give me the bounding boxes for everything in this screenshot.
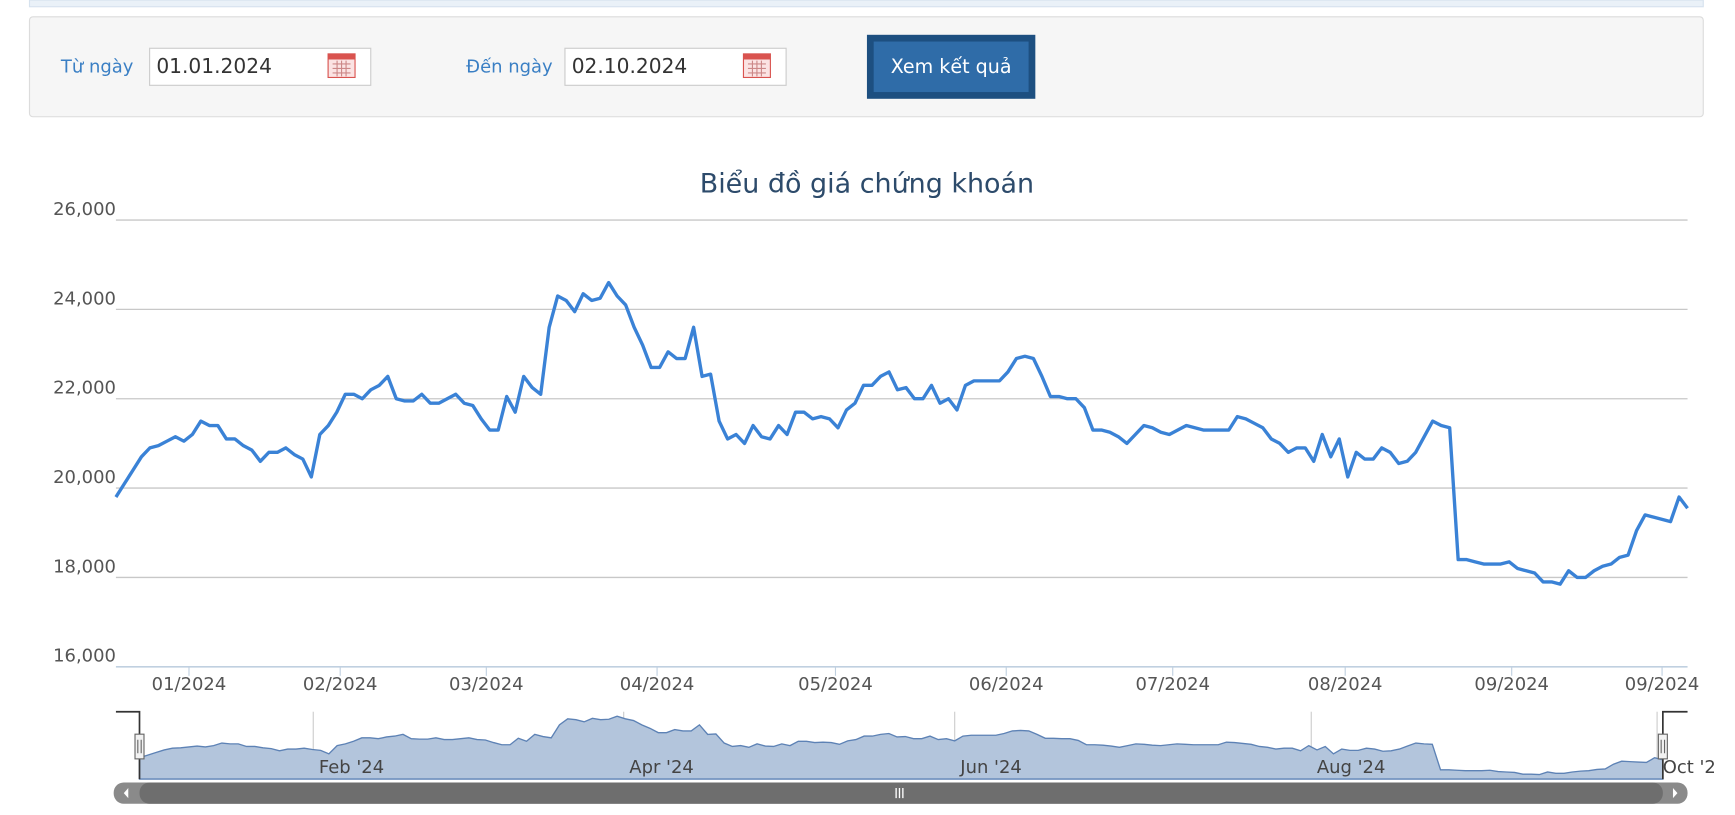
calendar-icon[interactable]: [742, 53, 771, 79]
navigator-label: Aug '24: [1317, 757, 1386, 778]
navigator-label: Feb '24: [319, 757, 384, 778]
x-tick-label: 06/2024: [969, 674, 1044, 695]
from-value: 01.01.2024: [156, 54, 272, 78]
x-tick-label: 02/2024: [303, 674, 378, 695]
x-tick-label: 01/2024: [152, 674, 227, 695]
navigator-area: [138, 715, 1664, 780]
x-tick-label: 09/2024: [1625, 674, 1700, 695]
to-label: Đến ngày: [466, 56, 553, 77]
calendar-icon[interactable]: [327, 53, 356, 79]
top-strip: [28, 0, 1704, 8]
to-value: 02.10.2024: [572, 54, 688, 78]
y-tick-label: 22,000: [53, 378, 116, 399]
plot: 16,000 18,000 20,000 22,000 24,000 26,000 01/2…: [53, 199, 1716, 804]
chart-title: Biểu đồ giá chứng khoán: [700, 169, 1034, 200]
x-tick-label: 04/2024: [620, 674, 695, 695]
x-tick-label: 05/2024: [798, 674, 873, 695]
x-tick-label: 09/2024: [1474, 674, 1549, 695]
scroll-right-arrow[interactable]: [1672, 788, 1678, 799]
x-tick-label: 08/2024: [1308, 674, 1383, 695]
scroll-left-arrow[interactable]: [123, 788, 129, 799]
form-panel: [28, 16, 1704, 118]
price-line: [114, 280, 1689, 586]
navigator-handle[interactable]: [1657, 733, 1668, 760]
y-tick-label: 16,000: [53, 646, 116, 667]
x-tick-label: 07/2024: [1135, 674, 1210, 695]
navigator-label: Jun '24: [959, 757, 1022, 778]
scrollbar-thumb[interactable]: [139, 782, 1663, 804]
handle-grip: [137, 739, 142, 754]
button-label: Xem kết quả: [891, 56, 1012, 78]
from-label: Từ ngày: [60, 56, 134, 77]
y-tick-label: 24,000: [53, 288, 116, 309]
navigator-label: Oct '2: [1663, 757, 1716, 778]
scrollbar-grip: [895, 788, 904, 799]
y-tick-label: 18,000: [53, 556, 116, 577]
navigator-handle[interactable]: [134, 733, 145, 760]
y-tick-label: 20,000: [53, 467, 116, 488]
y-tick-label: 26,000: [53, 199, 116, 220]
button[interactable]: [873, 41, 1029, 93]
handle-grip: [1660, 739, 1666, 754]
navigator-label: Apr '24: [629, 757, 694, 778]
x-tick-label: 03/2024: [449, 674, 524, 695]
